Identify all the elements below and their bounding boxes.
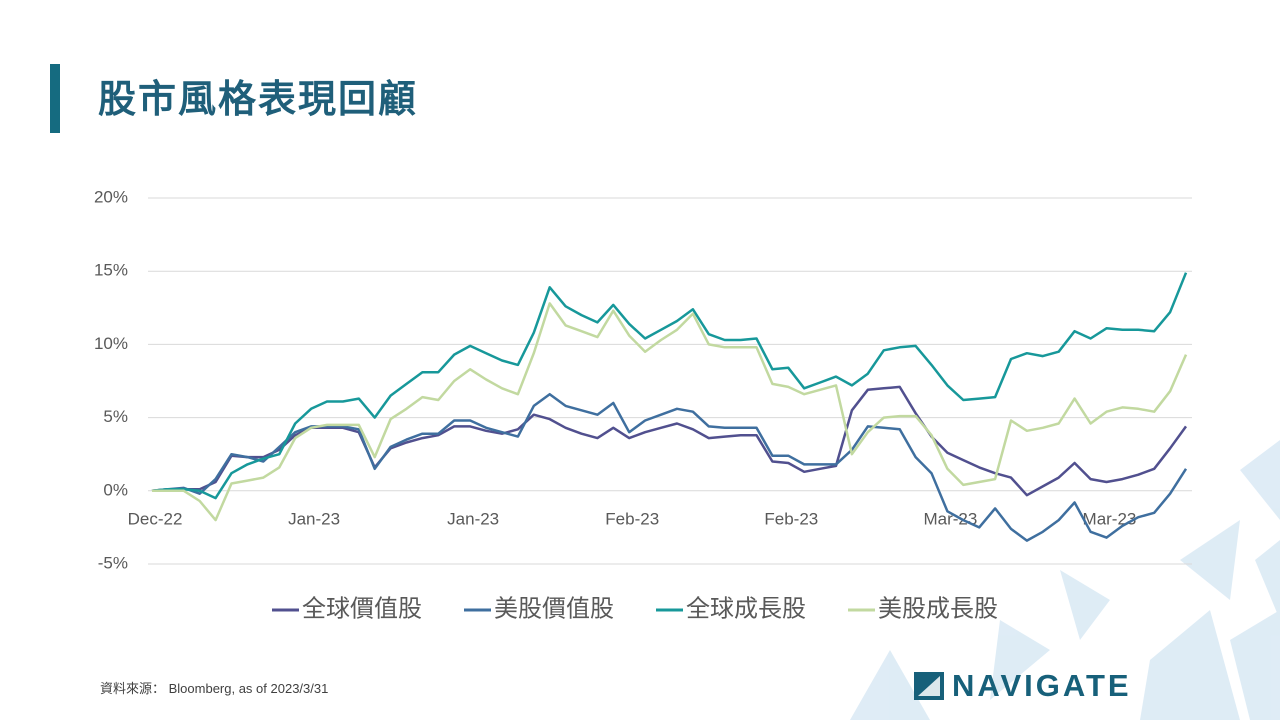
x-tick-label: Feb-23 <box>605 509 659 528</box>
x-tick-label: Jan-23 <box>288 509 340 528</box>
series-line <box>151 272 1188 500</box>
series-line <box>152 302 1188 522</box>
title-accent <box>50 64 60 133</box>
y-tick-label: -5% <box>98 553 128 572</box>
x-tick-label: Mar-23 <box>1083 509 1137 528</box>
x-tick-label: Mar-23 <box>923 509 977 528</box>
logo: NAVIGATE <box>914 668 1132 704</box>
x-tick-label: Jan-23 <box>447 509 499 528</box>
x-tick-label: Dec-22 <box>128 509 183 528</box>
y-tick-label: 5% <box>103 407 128 426</box>
y-tick-label: 20% <box>94 187 128 206</box>
slide-title: 股市風格表現回顧 <box>98 79 419 121</box>
legend-label: 全球價值股 <box>302 595 422 622</box>
logo-mark <box>914 672 944 700</box>
y-tick-label: 15% <box>94 261 128 280</box>
legend-label: 全球成長股 <box>686 595 806 622</box>
logo-text: NAVIGATE <box>952 668 1132 703</box>
x-tick-label: Feb-23 <box>764 509 818 528</box>
legend-label: 美股成長股 <box>878 595 998 622</box>
y-tick-label: 10% <box>94 334 128 353</box>
legend-label: 美股價值股 <box>494 595 614 622</box>
y-tick-label: 0% <box>103 480 128 499</box>
series-line <box>151 385 1188 497</box>
source-note: 資料來源： Bloomberg, as of 2023/3/31 <box>100 681 329 696</box>
